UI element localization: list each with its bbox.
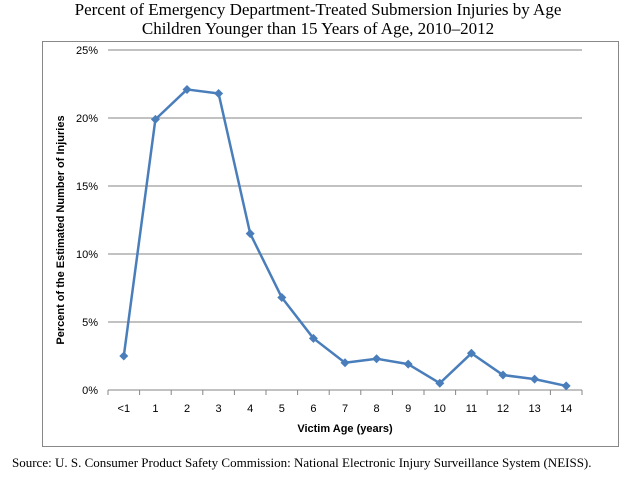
x-tick-label: 2	[184, 403, 190, 415]
x-tick-label: 6	[310, 403, 316, 415]
chart-title-line-1: Percent of Emergency Department-Treated …	[74, 0, 562, 19]
y-tick-label: 0%	[82, 385, 98, 397]
data-point	[372, 354, 382, 364]
data-points	[119, 84, 571, 391]
data-point	[214, 89, 224, 99]
data-point	[561, 381, 571, 391]
data-point	[308, 333, 318, 343]
y-tick-labels: 0% 5% 10% 15% 20% 25%	[76, 45, 98, 397]
chart-title-line-2: Children Younger than 15 Years of Age, 2…	[141, 19, 495, 38]
data-point	[403, 359, 413, 369]
y-tick-label: 5%	[82, 317, 98, 329]
data-point	[277, 293, 287, 303]
x-tick-label: 9	[405, 403, 411, 415]
axes	[107, 389, 583, 395]
data-point	[435, 378, 445, 388]
x-tick-label: 8	[374, 403, 380, 415]
data-point	[466, 348, 476, 358]
x-tick-label: 3	[216, 403, 222, 415]
x-tick-label: <1	[118, 403, 131, 415]
source-note: Source: U. S. Consumer Product Safety Co…	[12, 455, 592, 470]
series-line-0	[122, 88, 567, 388]
grid-lines	[108, 49, 582, 323]
data-point	[150, 114, 160, 124]
y-tick-label: 20%	[76, 113, 98, 125]
y-tick-label: 10%	[76, 249, 98, 261]
data-point	[182, 84, 192, 94]
x-axis-label: Victim Age (years)	[297, 423, 393, 435]
data-point	[530, 374, 540, 384]
x-tick-label: 10	[434, 403, 446, 415]
x-tick-label: 11	[466, 403, 477, 415]
data-point	[498, 370, 508, 380]
x-tick-label: 12	[497, 403, 509, 415]
x-tick-label: 7	[342, 403, 348, 415]
x-tick-labels: <1 1 2 3 4 5 6 7 8 9 10 11 12 13 14	[118, 403, 573, 415]
x-tick-label: 14	[560, 403, 572, 415]
y-tick-label: 25%	[76, 45, 98, 57]
data-point	[119, 351, 129, 361]
x-tick-label: 5	[279, 403, 285, 415]
data-point	[340, 358, 350, 368]
y-tick-label: 15%	[76, 181, 98, 193]
x-tick-label: 13	[528, 403, 540, 415]
data-point	[245, 229, 255, 239]
x-tick-label: 4	[247, 403, 253, 415]
series-line	[122, 88, 567, 388]
x-tick-label: 1	[152, 403, 158, 415]
y-axis-label: Percent of the Estimated Number of Injur…	[55, 115, 67, 344]
